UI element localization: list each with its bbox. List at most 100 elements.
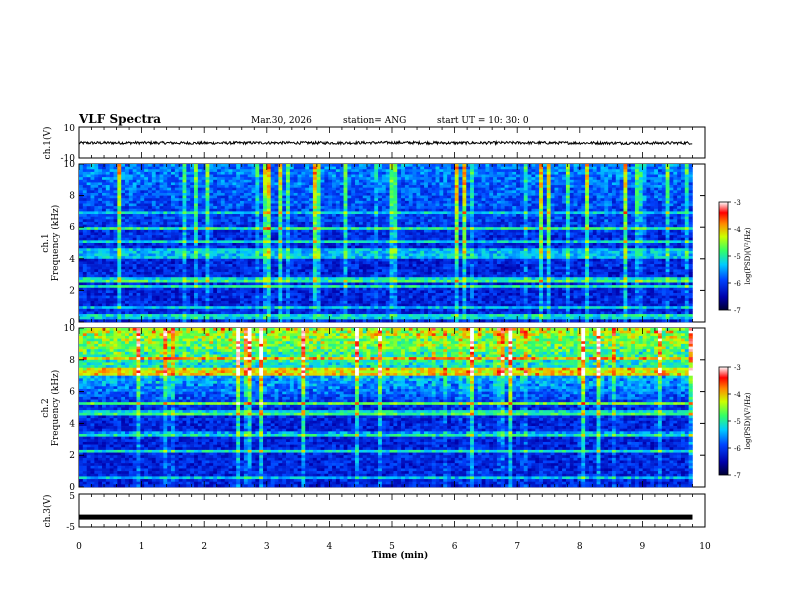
- spectrogram-cell: [435, 206, 440, 210]
- spectrogram-cell: [523, 190, 528, 194]
- spectrogram-cell: [577, 174, 582, 178]
- spectrogram-cell: [577, 240, 582, 244]
- spectrogram-cell: [243, 243, 248, 246]
- spectrogram-cell: [301, 174, 306, 178]
- spectrogram-cell: [102, 198, 107, 202]
- spectrogram-cell: [335, 185, 341, 188]
- spectrogram-cell: [481, 195, 486, 199]
- spectrogram-cell: [600, 177, 605, 181]
- spectrogram-cell: [596, 206, 601, 210]
- spectrogram-cell: [182, 211, 187, 215]
- spectrogram-cell: [289, 195, 295, 199]
- spectrogram-cell: [217, 174, 222, 178]
- spectrogram-cell: [266, 221, 272, 225]
- spectrogram-cell: [439, 185, 444, 188]
- spectrogram-cell: [343, 195, 348, 199]
- spectrogram-cell: [401, 219, 406, 223]
- spectrogram-cell: [604, 235, 609, 239]
- spectrogram-cell: [677, 192, 682, 196]
- spectrogram-cell: [251, 229, 256, 233]
- spectrogram-cell: [113, 169, 118, 173]
- spectrogram-cell: [627, 192, 632, 196]
- spectrogram-cell: [481, 203, 486, 207]
- spectrogram-cell: [82, 214, 87, 217]
- spectrogram-cell: [427, 171, 433, 175]
- spectrogram-cell: [94, 224, 99, 228]
- spectrogram-cell: [657, 187, 663, 191]
- spectrogram-cell: [320, 177, 325, 181]
- spectrogram-cell: [592, 174, 597, 178]
- spectrogram-cell: [585, 229, 590, 233]
- spectrogram-cell: [401, 232, 406, 236]
- spectrogram-cell: [94, 174, 99, 178]
- spectrogram-cell: [381, 179, 387, 183]
- spectrogram-cell: [623, 164, 628, 167]
- spectrogram-cell: [619, 164, 624, 167]
- spectrogram-cell: [190, 240, 195, 244]
- spectrogram-cell: [270, 224, 275, 228]
- spectrogram-cell: [450, 240, 456, 244]
- spectrogram-cell: [427, 187, 433, 191]
- spectrogram-cell: [393, 182, 398, 186]
- spectrogram-cell: [86, 227, 91, 231]
- spectrogram-cell: [102, 195, 107, 199]
- spectrogram-cell: [320, 187, 325, 191]
- spectrogram-cell: [654, 200, 659, 204]
- spectrogram-cell: [82, 192, 87, 196]
- spectrogram-cell: [424, 185, 429, 188]
- spectrogram-cell: [82, 206, 87, 210]
- spectrogram-cell: [358, 198, 364, 202]
- spectrogram-cell: [79, 243, 84, 246]
- spectrogram-cell: [677, 179, 682, 183]
- spectrogram-cell: [542, 185, 548, 188]
- spectrogram-cell: [339, 177, 344, 181]
- spectrogram-cell: [600, 195, 605, 199]
- spectrogram-cell: [378, 232, 383, 236]
- spectrogram-cell: [462, 221, 467, 225]
- spectrogram-cell: [546, 171, 551, 175]
- spectrogram-cell: [623, 190, 628, 194]
- spectrogram-cell: [182, 171, 187, 175]
- spectrogram-cell: [358, 214, 364, 217]
- spectrogram-cell: [309, 164, 314, 167]
- spectrogram-cell: [140, 211, 145, 215]
- spectrogram-cell: [209, 237, 214, 241]
- spectrogram-cell: [657, 214, 663, 217]
- spectrogram-cell: [366, 179, 371, 183]
- spectrogram-cell: [673, 243, 678, 246]
- spectrogram-cell: [565, 171, 571, 175]
- spectrogram-cell: [393, 216, 398, 220]
- spectrogram-cell: [151, 211, 156, 215]
- spectrogram-cell: [278, 229, 283, 233]
- spectrogram-cell: [412, 187, 417, 191]
- spectrogram-cell: [447, 229, 452, 233]
- spectrogram-cell: [240, 237, 245, 241]
- spectrogram-cell: [466, 237, 471, 241]
- spectrogram-cell: [113, 164, 118, 167]
- spectrogram-cell: [263, 214, 268, 217]
- spectrogram-cell: [638, 206, 643, 210]
- spectrogram-cell: [527, 171, 532, 175]
- spectrogram-cell: [542, 211, 548, 215]
- spectrogram-cell: [224, 198, 229, 202]
- spectrogram-cell: [328, 219, 333, 223]
- spectrogram-cell: [351, 227, 356, 231]
- spectrogram-cell: [562, 195, 567, 199]
- spectrogram-cell: [424, 182, 429, 186]
- spectrogram-cell: [562, 237, 567, 241]
- spectrogram-cell: [458, 203, 463, 207]
- spectrogram-cell: [286, 187, 291, 191]
- spectrogram-cell: [481, 182, 486, 186]
- spectrogram-cell: [596, 166, 601, 170]
- spectrogram-cell: [508, 174, 513, 178]
- spectrogram-cell: [454, 198, 459, 202]
- spectrogram-cell: [140, 208, 145, 212]
- spectrogram-cell: [351, 164, 356, 167]
- spectrogram-cell: [527, 208, 532, 212]
- spectrogram-cell: [205, 192, 210, 196]
- spectrogram-cell: [404, 237, 410, 241]
- spectrogram-cell: [121, 200, 126, 204]
- spectrogram-cell: [312, 227, 318, 231]
- spectrogram-cell: [481, 187, 486, 191]
- spectrogram-cell: [362, 200, 367, 204]
